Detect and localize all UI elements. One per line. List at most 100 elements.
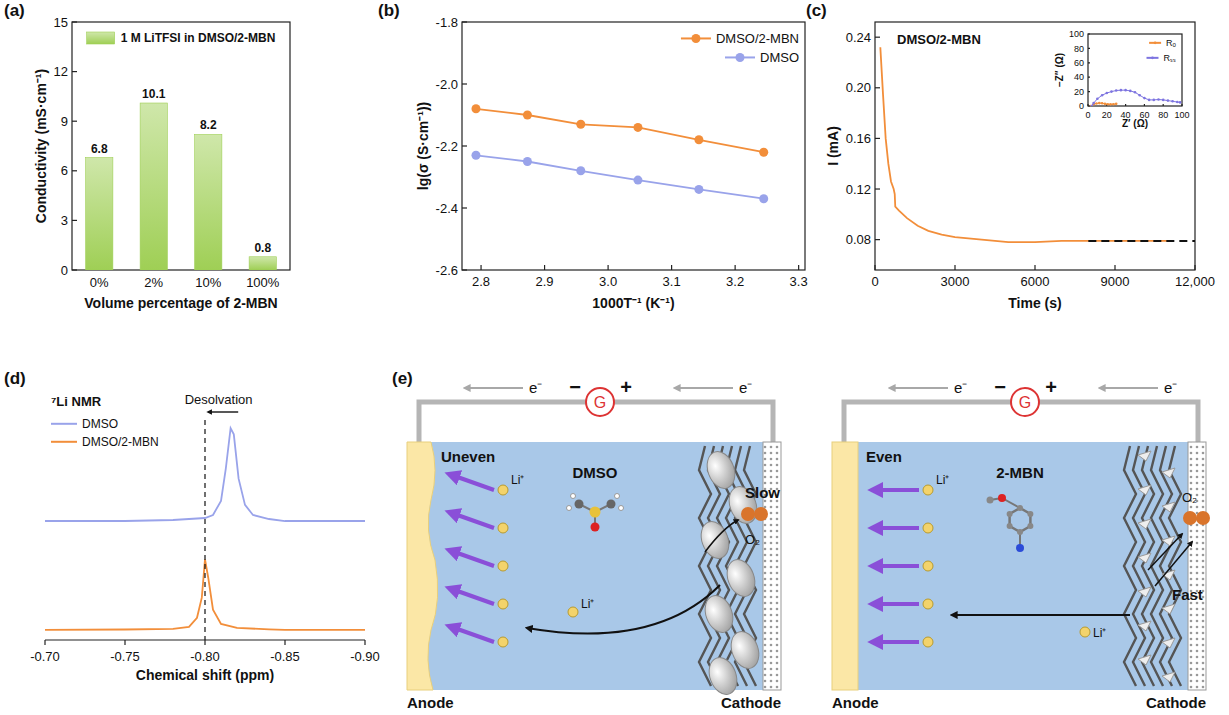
point bbox=[1095, 102, 1098, 105]
o2-arrow bbox=[1148, 534, 1182, 570]
li-ion bbox=[498, 523, 508, 533]
li-ion bbox=[568, 607, 578, 617]
label: Anode bbox=[832, 694, 879, 711]
label: − bbox=[569, 376, 581, 398]
x-tick bbox=[735, 265, 736, 270]
legend-swatch bbox=[1147, 57, 1159, 59]
x-tick-label: 0 bbox=[1085, 110, 1090, 120]
annotation: Desolvation bbox=[185, 392, 253, 407]
x-tick-label: 2% bbox=[144, 275, 163, 290]
label: e⁻ bbox=[954, 379, 967, 396]
plot-area bbox=[86, 103, 277, 270]
x-tick bbox=[204, 640, 205, 645]
point bbox=[1104, 103, 1107, 106]
y-tick-label: 40 bbox=[1074, 72, 1084, 82]
x-tick-label: 20 bbox=[1102, 110, 1112, 120]
figure: (a)(b)(c)(d)03691215Volume percentage of… bbox=[0, 0, 1229, 715]
o2-molecule bbox=[754, 507, 768, 521]
legend-swatch bbox=[1154, 42, 1157, 45]
plot-area bbox=[1090, 89, 1182, 106]
y-tick-label: 0 bbox=[1079, 101, 1084, 111]
y-tick bbox=[462, 207, 467, 208]
legend-label: DMSO/2-MBN bbox=[716, 31, 799, 46]
y-tick bbox=[462, 83, 467, 84]
point bbox=[1171, 100, 1174, 103]
x-tick bbox=[284, 640, 285, 645]
li-ion bbox=[923, 523, 933, 533]
point bbox=[1134, 91, 1137, 94]
y-tick bbox=[1088, 48, 1090, 49]
label: Fast bbox=[1172, 586, 1203, 603]
legend-label: DMSO/2-MBN bbox=[82, 435, 159, 449]
discharge-product bbox=[1138, 655, 1151, 665]
x-axis-title: Volume percentage of 2-MBN bbox=[84, 295, 277, 311]
x-tick-label: 3.3 bbox=[790, 274, 808, 289]
x-tick bbox=[671, 265, 672, 270]
electron-arrow bbox=[465, 387, 523, 389]
x-tick bbox=[1034, 265, 1035, 270]
label: e⁻ bbox=[529, 379, 542, 396]
point bbox=[1109, 103, 1112, 106]
x-tick-label: 9000 bbox=[1101, 274, 1130, 289]
panel-letter: (d) bbox=[4, 369, 26, 388]
y-tick bbox=[875, 239, 880, 240]
y-tick bbox=[462, 145, 467, 146]
atom bbox=[575, 500, 584, 509]
li-ion bbox=[1080, 627, 1090, 637]
point bbox=[576, 166, 585, 175]
discharge-product bbox=[1138, 485, 1151, 495]
bar bbox=[140, 103, 167, 270]
point bbox=[1096, 98, 1099, 101]
label: DMSO bbox=[573, 464, 618, 481]
discharge-product bbox=[1162, 638, 1175, 648]
x-tick bbox=[607, 265, 608, 270]
x-tick bbox=[1125, 104, 1126, 106]
x-tick-label: 3000 bbox=[941, 274, 970, 289]
x-tick bbox=[954, 265, 955, 270]
y-tick bbox=[72, 269, 77, 270]
ion-flux-arrow bbox=[449, 588, 494, 604]
y-tick-label: -2.2 bbox=[436, 139, 458, 154]
current-collector bbox=[763, 442, 781, 690]
li-ion bbox=[498, 561, 508, 571]
point bbox=[471, 151, 480, 160]
li-ion bbox=[498, 599, 508, 609]
legend-swatch bbox=[691, 34, 700, 43]
x-tick-label: 6000 bbox=[1021, 274, 1050, 289]
atom bbox=[1017, 529, 1023, 535]
x-tick-label: -0.90 bbox=[350, 649, 380, 664]
label: + bbox=[1045, 376, 1057, 398]
y-axis-title: Conductivity (mS·cm⁻¹) bbox=[33, 69, 49, 223]
x-tick-label: 3.0 bbox=[599, 274, 617, 289]
schematic: G−+e⁻e⁻UnevenDMSOLi⁺Li⁺SlowO₂AnodeCathod… bbox=[407, 376, 781, 711]
ion-flux-arrow bbox=[872, 640, 919, 644]
legend-swatch bbox=[736, 53, 745, 62]
atom bbox=[1007, 523, 1013, 529]
annotation: ⁷Li NMR bbox=[51, 394, 102, 409]
point bbox=[633, 176, 642, 185]
bar bbox=[249, 257, 276, 270]
legend-swatch bbox=[51, 423, 77, 425]
discharge-product bbox=[1138, 553, 1151, 563]
bar bbox=[195, 134, 222, 270]
plot-frame bbox=[1088, 34, 1182, 106]
transport-arrow bbox=[952, 614, 1130, 616]
legend-swatch bbox=[51, 441, 77, 443]
y-tick bbox=[72, 170, 77, 171]
atom bbox=[998, 494, 1006, 502]
annotation: DMSO/2-MBN bbox=[897, 32, 981, 47]
y-tick bbox=[462, 269, 467, 270]
label: Li⁺ bbox=[581, 597, 594, 611]
y-axis-title: −Z″ (Ω) bbox=[1054, 53, 1065, 87]
point bbox=[1124, 89, 1127, 92]
point bbox=[1153, 99, 1156, 102]
point bbox=[1120, 89, 1123, 92]
x-tick-label: 80 bbox=[1158, 110, 1168, 120]
point bbox=[1179, 101, 1182, 104]
li-ion bbox=[498, 485, 508, 495]
y-tick bbox=[1088, 33, 1090, 34]
point bbox=[1148, 99, 1151, 102]
axes: 03691215Volume percentage of 2-MBNConduc… bbox=[33, 15, 290, 311]
plot-area bbox=[471, 104, 768, 203]
point bbox=[633, 123, 642, 132]
